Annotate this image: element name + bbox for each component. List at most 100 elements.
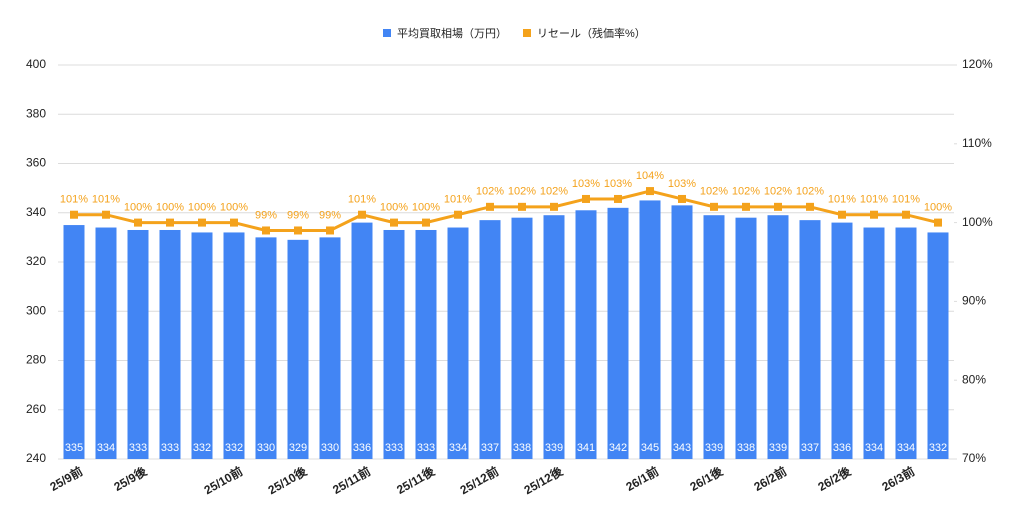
line xyxy=(74,189,939,232)
bar-value-label: 330 xyxy=(257,442,275,454)
line-value-label: 100% xyxy=(412,202,440,214)
line-value-label: 101% xyxy=(860,194,888,206)
bar xyxy=(127,229,149,459)
bar xyxy=(863,227,885,459)
line-point xyxy=(166,218,174,227)
line-value-label: 102% xyxy=(796,186,824,198)
line-point xyxy=(518,202,526,211)
legend-swatch xyxy=(383,29,391,37)
line-point xyxy=(262,226,270,235)
bar xyxy=(671,205,693,459)
x-tick-label: 26/1後 xyxy=(687,463,726,494)
x-tick-label: 25/12後 xyxy=(521,463,566,498)
line-value-label: 103% xyxy=(572,178,600,190)
y-tick-label: 280 xyxy=(26,353,46,367)
line-value-label: 103% xyxy=(604,178,632,190)
legend-label: 平均買取相場（万円） xyxy=(397,27,507,40)
line-value-label: 99% xyxy=(255,209,277,221)
y-tick-label: 300 xyxy=(26,303,46,317)
line-point xyxy=(678,194,686,203)
bar-value-label: 330 xyxy=(321,442,339,454)
line-point xyxy=(742,202,750,211)
y2-tick-label: 90% xyxy=(962,294,986,308)
y-tick-label: 240 xyxy=(26,451,46,465)
line-value-label: 102% xyxy=(508,186,536,198)
y2-tick-label: 110% xyxy=(962,136,992,150)
line-point xyxy=(838,210,846,219)
bar xyxy=(703,215,725,459)
y-tick-label: 400 xyxy=(26,57,46,71)
bar-value-label: 339 xyxy=(545,442,563,454)
bar-value-label: 332 xyxy=(193,442,211,454)
bar-value-label: 333 xyxy=(385,442,403,454)
line-point xyxy=(326,226,334,235)
x-tick-label: 25/9前 xyxy=(47,463,85,494)
line-point xyxy=(934,218,942,227)
bar xyxy=(63,225,85,459)
y-tick-label: 380 xyxy=(26,106,46,120)
bar xyxy=(767,215,789,459)
bar-value-label: 333 xyxy=(161,442,179,454)
line-point xyxy=(102,210,110,219)
x-tick-label: 26/1前 xyxy=(623,463,661,494)
bar xyxy=(287,239,309,459)
line-point xyxy=(454,210,462,219)
bar xyxy=(95,227,117,459)
line-value-label: 99% xyxy=(319,209,341,221)
bar-value-label: 342 xyxy=(609,442,627,454)
bar xyxy=(447,227,469,459)
line-value-label: 99% xyxy=(287,209,309,221)
line-value-label: 100% xyxy=(220,202,248,214)
line-point xyxy=(806,202,814,211)
line-value-label: 102% xyxy=(476,186,504,198)
y2-tick-label: 100% xyxy=(962,215,993,229)
bar-value-label: 333 xyxy=(417,442,435,454)
y2-tick-label: 70% xyxy=(962,451,986,465)
y-tick-label: 340 xyxy=(26,205,46,219)
line-value-label: 103% xyxy=(668,178,696,190)
bar-value-label: 338 xyxy=(737,442,755,454)
y2-tick-label: 120% xyxy=(962,57,993,71)
line-point xyxy=(774,202,782,211)
line-value-label: 100% xyxy=(380,202,408,214)
x-tick-label: 25/10後 xyxy=(265,463,310,498)
line-point xyxy=(198,218,206,227)
x-tick-label: 26/3前 xyxy=(879,463,917,494)
bar xyxy=(511,217,533,459)
line-value-label: 104% xyxy=(636,170,664,182)
line-point xyxy=(358,210,366,219)
bar-value-label: 339 xyxy=(769,442,787,454)
line-point xyxy=(902,210,910,219)
bar xyxy=(415,229,437,459)
bar-value-label: 332 xyxy=(225,442,243,454)
x-tick-label: 25/12前 xyxy=(457,463,501,497)
bar xyxy=(383,229,405,459)
legend: 平均買取相場（万円） リセール（残価率%） xyxy=(383,26,646,40)
legend-label: リセール（残価率%） xyxy=(537,26,646,40)
line-point xyxy=(390,218,398,227)
line-value-label: 101% xyxy=(92,194,120,206)
bar xyxy=(159,229,181,459)
line-value-label: 102% xyxy=(700,186,728,198)
x-tick-label: 25/11前 xyxy=(330,463,373,497)
y-tick-label: 260 xyxy=(26,402,46,416)
bar-value-label: 336 xyxy=(833,442,851,454)
bar xyxy=(191,232,213,459)
line-point xyxy=(614,194,622,203)
bar-value-label: 334 xyxy=(449,442,467,454)
bar xyxy=(255,237,277,459)
bar-value-label: 341 xyxy=(577,442,595,454)
line-point xyxy=(870,210,878,219)
x-tick-label: 25/9後 xyxy=(111,463,150,494)
line-point xyxy=(294,226,302,235)
y-tick-label: 320 xyxy=(26,254,46,268)
x-tick-label: 25/11後 xyxy=(394,463,438,497)
x-tick-label: 26/2前 xyxy=(751,463,789,494)
bar xyxy=(575,210,597,459)
line-value-label: 102% xyxy=(540,186,568,198)
bar-value-label: 337 xyxy=(481,442,499,454)
bar xyxy=(831,222,853,459)
bar xyxy=(479,220,501,459)
line-point xyxy=(582,194,590,203)
